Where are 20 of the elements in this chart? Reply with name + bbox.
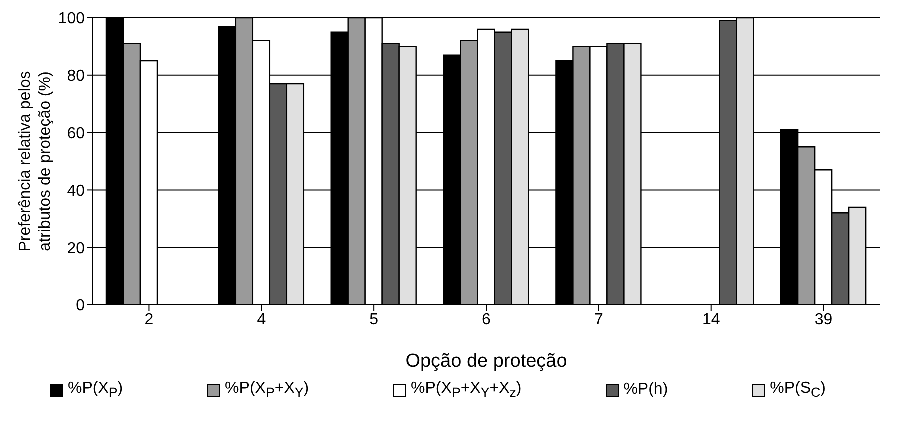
y-tick-label: 40 [67,182,86,200]
y-tick-label: 60 [67,125,86,142]
x-tick-label: 6 [482,311,492,328]
y-axis-title: Preferência relativa pelos atributos de proteção (%) [17,71,54,252]
legend-label: %P(h) [624,381,668,400]
x-axis-title: Opção de proteção [406,351,568,372]
legend-label: %P(X$_{P}$) [68,380,124,400]
y-tick-label: 0 [76,298,86,315]
y-tick-label: 100 [58,10,86,28]
y-tick-label: 80 [67,68,86,86]
x-tick-label: 5 [370,311,379,328]
legend-label: %P(S$_{C}$) [770,380,826,400]
legend-label: %P(X$_{P}$+X$_{Y}$+X$_{z}$) [411,380,522,400]
y-tick-label: 20 [67,240,86,258]
legend-label: %P(X$_{P}$+X$_{Y}$) [225,380,310,400]
x-tick-label: 7 [594,311,604,328]
x-tick-label: 14 [702,311,720,328]
x-tick-label: 2 [144,311,154,328]
x-tick-label: 39 [814,311,833,328]
x-tick-label: 4 [257,311,266,328]
